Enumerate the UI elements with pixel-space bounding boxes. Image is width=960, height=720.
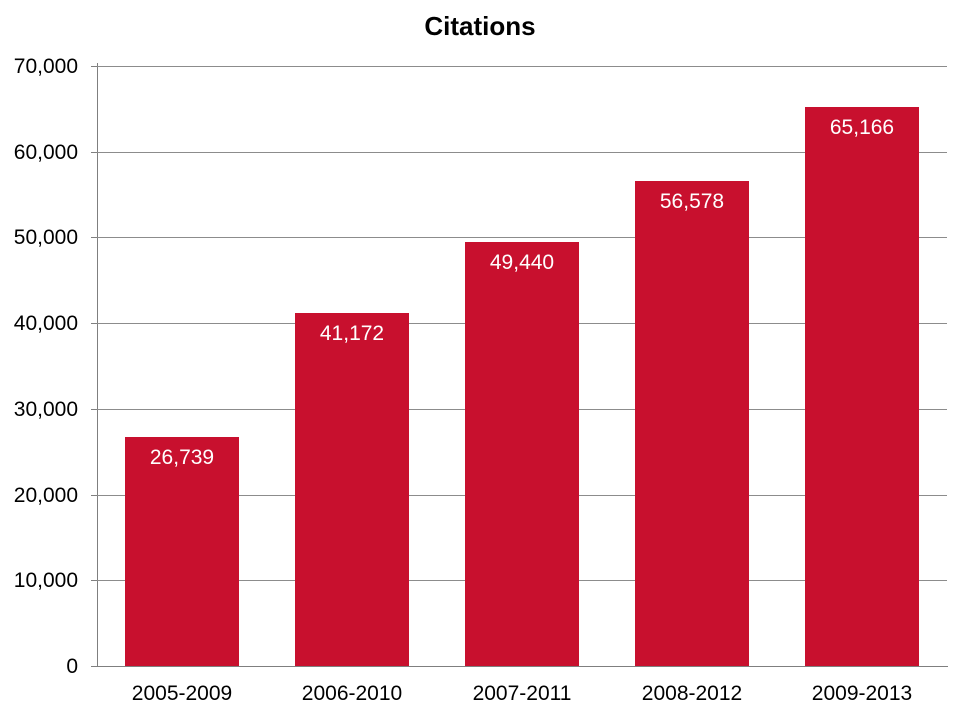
gridline [97, 66, 947, 67]
y-tick-mark [91, 323, 97, 324]
y-tick-mark [91, 66, 97, 67]
x-tick-label: 2006-2010 [301, 682, 403, 705]
bar-value-label: 26,739 [149, 446, 215, 469]
y-tick-label: 40,000 [13, 312, 78, 335]
x-tick-label: 2005-2009 [131, 682, 233, 705]
gridline [97, 237, 947, 238]
bar-value-label: 56,578 [659, 190, 725, 213]
x-tick-label: 2009-2013 [811, 682, 913, 705]
bar-2007-2011: 49,440 [465, 242, 579, 666]
y-tick-label: 20,000 [13, 484, 78, 507]
bar-value-label: 49,440 [489, 251, 555, 274]
y-tick-label: 10,000 [13, 569, 78, 592]
gridline [97, 152, 947, 153]
y-tick-mark [91, 152, 97, 153]
y-tick-label: 50,000 [13, 226, 78, 249]
bar-2008-2012: 56,578 [635, 181, 749, 666]
y-tick-label: 30,000 [13, 398, 78, 421]
y-tick-mark [91, 580, 97, 581]
y-tick-mark [91, 237, 97, 238]
plot-area: 26,739 41,172 49,440 56,578 65,166 [97, 66, 947, 666]
y-tick-label: 0 [66, 655, 78, 678]
bar-value-label: 65,166 [829, 116, 895, 139]
bar-2006-2010: 41,172 [295, 313, 409, 666]
bar-2005-2009: 26,739 [125, 437, 239, 666]
y-tick-mark [91, 409, 97, 410]
x-axis-line [97, 666, 948, 667]
y-tick-label: 60,000 [13, 141, 78, 164]
y-axis-line [97, 63, 98, 667]
y-tick-label: 70,000 [13, 55, 78, 78]
bar-2009-2013: 65,166 [805, 107, 919, 666]
bar-value-label: 41,172 [319, 322, 385, 345]
chart-title: Citations [424, 11, 536, 41]
x-tick-label: 2008-2012 [641, 682, 743, 705]
x-tick-label: 2007-2011 [472, 682, 572, 705]
y-tick-mark [91, 666, 97, 667]
y-tick-mark [91, 495, 97, 496]
